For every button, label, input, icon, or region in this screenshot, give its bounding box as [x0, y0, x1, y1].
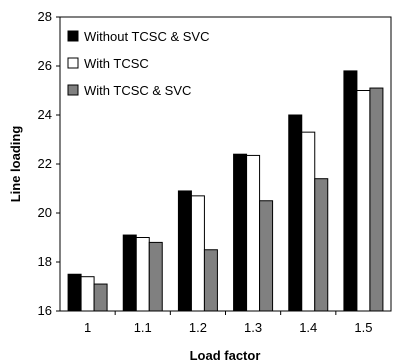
- bar-with-tcsc-svc-1-1: [148, 241, 163, 312]
- bar-without-tcsc-svc-1-2: [177, 190, 192, 312]
- legend-swatch: [67, 84, 79, 96]
- y-tick-label: 20: [38, 205, 52, 220]
- bar-with-tcsc-1-1: [135, 237, 150, 312]
- bar-with-tcsc-svc-1-3: [259, 200, 274, 312]
- legend-swatch: [67, 30, 79, 42]
- bar-without-tcsc-svc-1-4: [288, 114, 303, 312]
- plot-area: [59, 16, 392, 312]
- bar-with-tcsc-svc-1: [93, 283, 108, 312]
- x-tick-label: 1.1: [134, 320, 152, 335]
- x-tick-label: 1: [84, 320, 91, 335]
- bar-without-tcsc-svc-1: [67, 273, 82, 312]
- bar-without-tcsc-svc-1-1: [122, 234, 137, 312]
- legend-label: With TCSC: [84, 56, 149, 71]
- y-tick-label: 22: [38, 156, 52, 171]
- bar-without-tcsc-svc-1-3: [233, 153, 248, 312]
- bar-with-tcsc-1-2: [190, 195, 205, 312]
- x-tick-label: 1.3: [244, 320, 262, 335]
- y-axis-ticks: 16 18 20 22 24 26 28: [38, 9, 60, 318]
- y-tick-label: 28: [38, 9, 52, 24]
- x-axis-label: Load factor: [190, 348, 261, 363]
- x-tick-label: 1.4: [299, 320, 317, 335]
- bar-with-tcsc-svc-1-2: [203, 249, 218, 312]
- bar-with-tcsc-svc-1-4: [314, 178, 329, 312]
- legend-swatch: [67, 57, 79, 69]
- y-tick-label: 16: [38, 303, 52, 318]
- bar-with-tcsc-1-3: [246, 154, 261, 312]
- bar-with-tcsc-1-5: [356, 90, 371, 312]
- y-tick-label: 26: [38, 58, 52, 73]
- legend-label: Without TCSC & SVC: [84, 29, 209, 44]
- y-axis-label: Line loading: [8, 126, 23, 203]
- bar-with-tcsc-1: [80, 276, 95, 312]
- x-tick-label: 1.5: [354, 320, 372, 335]
- y-tick-label: 24: [38, 107, 52, 122]
- bar-with-tcsc-1-4: [301, 131, 316, 312]
- y-tick-label: 18: [38, 254, 52, 269]
- x-tick-label: 1.2: [189, 320, 207, 335]
- bars-group: [67, 70, 384, 312]
- bar-without-tcsc-svc-1-5: [343, 70, 358, 312]
- legend: Without TCSC & SVC With TCSC With TCSC & S…: [67, 29, 209, 98]
- legend-label: With TCSC & SVC: [84, 83, 191, 98]
- x-axis-ticks: 1 1.1 1.2 1.3 1.4 1.5: [84, 311, 372, 335]
- bar-with-tcsc-svc-1-5: [369, 87, 384, 312]
